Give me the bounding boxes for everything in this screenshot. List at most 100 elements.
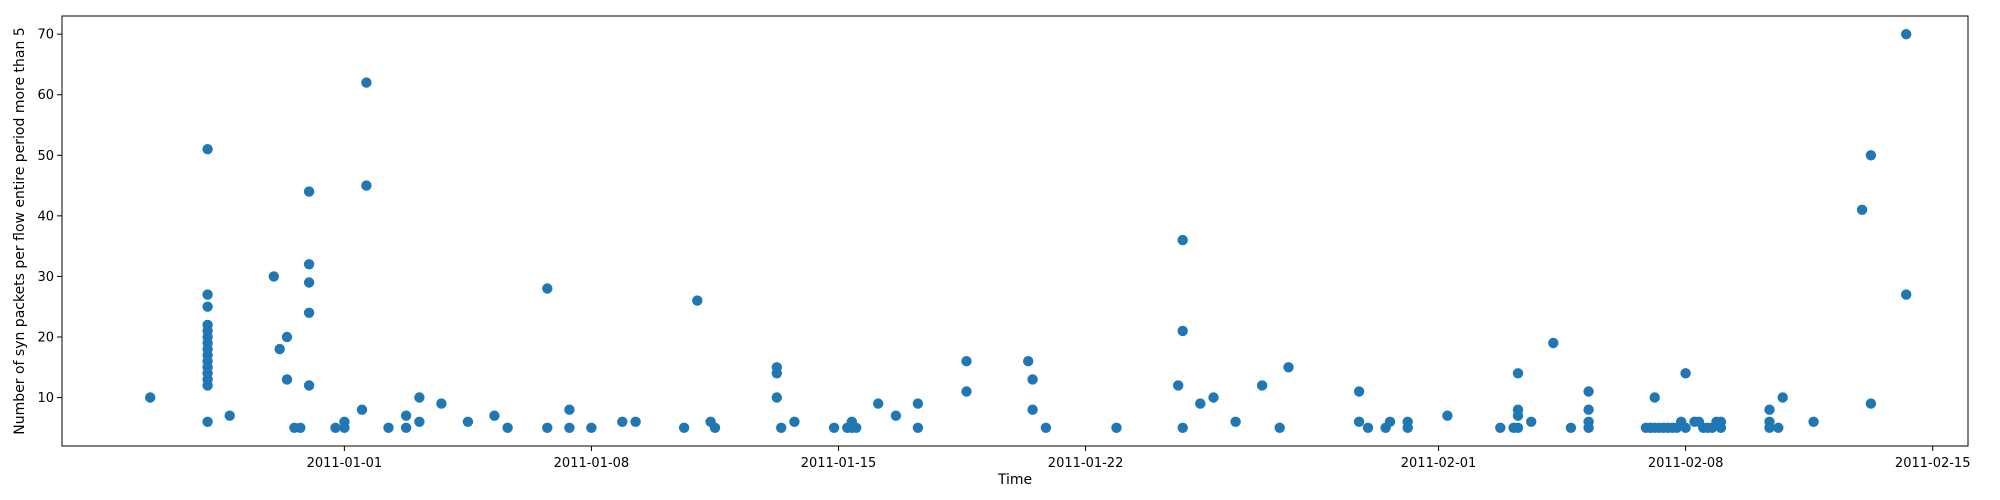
y-tick-label: 50 bbox=[37, 149, 54, 164]
data-point bbox=[281, 374, 293, 385]
data-point bbox=[202, 380, 213, 391]
data-point bbox=[1402, 422, 1413, 433]
data-point bbox=[828, 422, 840, 433]
y-axis: 10 20 30 40 50 60 70 bbox=[37, 28, 62, 406]
x-tick-label: 2011-02-15 bbox=[1895, 456, 1971, 471]
data-point bbox=[1027, 374, 1038, 385]
data-point bbox=[414, 416, 425, 427]
data-point bbox=[462, 416, 474, 427]
x-axis-label: Time bbox=[997, 472, 1032, 488]
data-point bbox=[1856, 204, 1868, 215]
data-point bbox=[1208, 392, 1219, 403]
data-point bbox=[1808, 416, 1819, 427]
data-point bbox=[361, 180, 372, 191]
data-point bbox=[400, 422, 412, 433]
data-point bbox=[1680, 368, 1691, 379]
data-point bbox=[339, 422, 350, 433]
data-point bbox=[617, 416, 628, 427]
data-point bbox=[1177, 422, 1188, 433]
data-point bbox=[268, 271, 279, 282]
data-point bbox=[1565, 422, 1577, 433]
data-point bbox=[1027, 404, 1038, 415]
y-tick-label: 10 bbox=[37, 391, 54, 406]
data-point bbox=[330, 422, 341, 433]
data-point bbox=[1256, 380, 1268, 391]
data-point bbox=[145, 392, 156, 403]
data-point bbox=[586, 422, 597, 433]
data-point bbox=[303, 186, 315, 197]
data-point bbox=[1362, 422, 1374, 433]
x-tick-label: 2011-01-22 bbox=[1048, 456, 1124, 471]
data-point bbox=[303, 307, 315, 318]
data-point bbox=[489, 410, 500, 421]
data-point bbox=[1865, 398, 1877, 409]
data-point bbox=[961, 386, 972, 397]
data-point bbox=[1283, 362, 1294, 373]
data-point bbox=[1583, 386, 1594, 397]
x-axis: 2011-01-01 2011-01-08 2011-01-15 2011-01-22… bbox=[307, 446, 1971, 471]
data-point bbox=[789, 416, 800, 427]
data-point bbox=[1177, 234, 1188, 246]
data-point bbox=[1111, 422, 1122, 433]
plot-area bbox=[145, 29, 1912, 433]
data-point bbox=[873, 398, 884, 409]
data-point bbox=[303, 259, 315, 270]
data-point bbox=[1548, 337, 1559, 349]
axes-frame bbox=[61, 15, 1969, 447]
data-point bbox=[1777, 392, 1788, 403]
data-point bbox=[1177, 325, 1188, 337]
data-point bbox=[1274, 422, 1285, 433]
data-point bbox=[1583, 404, 1594, 415]
data-point bbox=[356, 404, 368, 415]
data-point bbox=[1715, 422, 1727, 433]
data-point bbox=[771, 368, 782, 379]
data-point bbox=[564, 422, 575, 433]
data-point bbox=[851, 422, 862, 433]
data-point bbox=[414, 392, 425, 403]
data-point bbox=[771, 392, 782, 403]
data-point bbox=[1680, 422, 1691, 433]
data-point bbox=[202, 416, 213, 427]
data-point bbox=[295, 422, 306, 433]
data-point bbox=[303, 277, 315, 288]
data-point bbox=[502, 422, 513, 433]
data-point bbox=[1384, 416, 1396, 427]
data-point bbox=[912, 398, 924, 409]
data-point bbox=[1649, 392, 1660, 403]
data-point bbox=[1508, 422, 1519, 433]
data-point bbox=[1764, 422, 1775, 433]
x-tick-label: 2011-01-08 bbox=[554, 456, 630, 471]
data-point bbox=[274, 343, 285, 355]
y-tick-label: 20 bbox=[37, 330, 54, 345]
data-point bbox=[361, 77, 372, 88]
data-point bbox=[1173, 380, 1184, 391]
y-tick-label: 60 bbox=[37, 88, 54, 103]
data-point bbox=[1865, 150, 1877, 161]
x-tick-label: 2011-01-01 bbox=[307, 456, 383, 471]
x-tick-label: 2011-01-15 bbox=[801, 456, 877, 471]
data-point bbox=[436, 398, 447, 409]
data-point bbox=[224, 410, 235, 421]
data-point bbox=[1442, 410, 1453, 421]
x-tick-label: 2011-02-08 bbox=[1648, 456, 1724, 471]
data-point bbox=[961, 356, 972, 367]
data-point bbox=[1583, 422, 1594, 433]
data-point bbox=[1353, 386, 1365, 397]
data-point bbox=[678, 422, 690, 433]
data-point bbox=[202, 301, 213, 312]
data-point bbox=[383, 422, 394, 433]
data-point bbox=[1230, 416, 1241, 427]
data-point bbox=[1022, 356, 1034, 367]
data-point bbox=[542, 422, 553, 433]
data-point bbox=[912, 422, 924, 433]
data-point bbox=[564, 404, 575, 415]
data-point bbox=[692, 295, 703, 306]
data-point bbox=[542, 283, 553, 294]
data-point bbox=[303, 380, 315, 391]
data-point bbox=[1526, 416, 1537, 427]
data-point bbox=[776, 422, 787, 433]
y-tick-label: 40 bbox=[37, 209, 54, 224]
y-tick-label: 70 bbox=[37, 28, 54, 43]
data-point bbox=[1901, 289, 1912, 300]
